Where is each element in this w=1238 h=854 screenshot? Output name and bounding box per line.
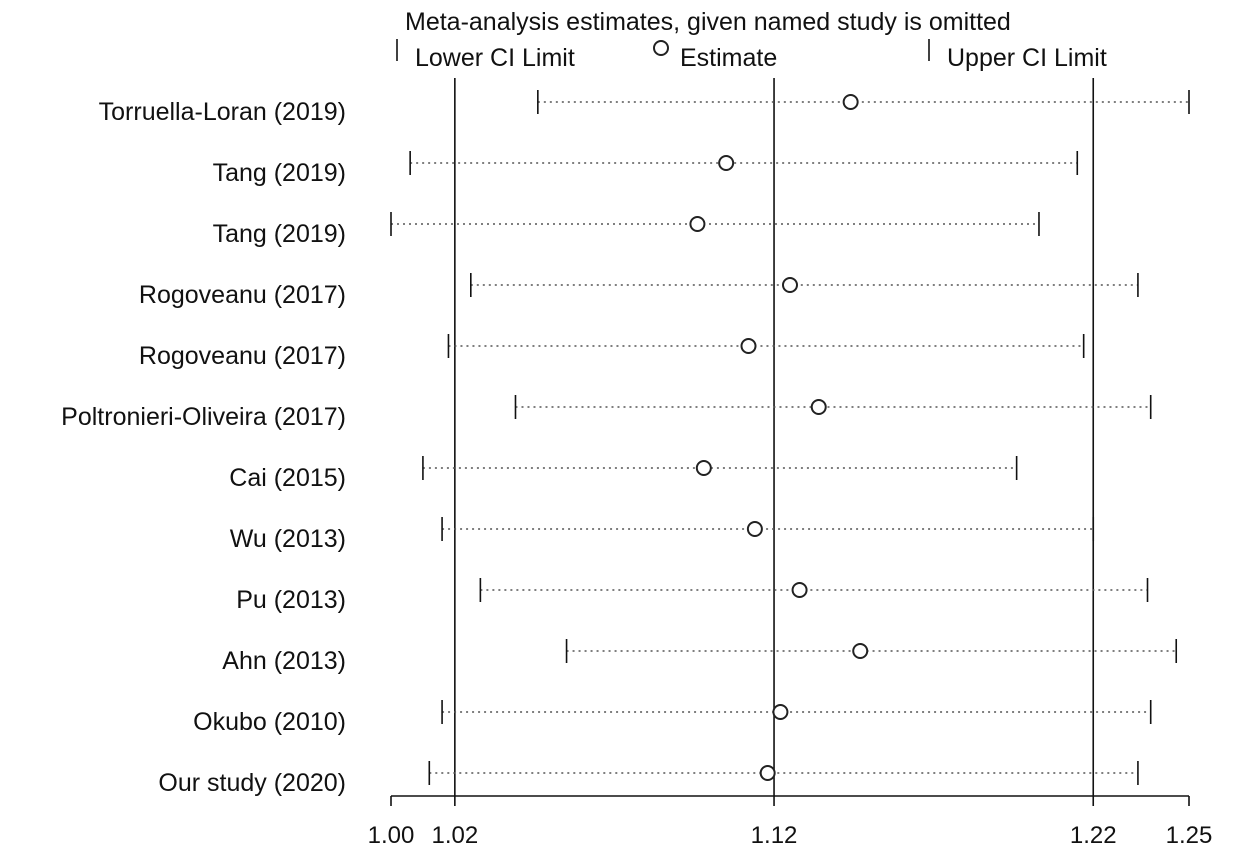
- study-row: Okubo (2010): [193, 700, 1152, 736]
- legend-estimate-label: Estimate: [680, 44, 777, 72]
- study-label: Ahn (2013): [222, 647, 346, 675]
- study-row: Ahn (2013): [222, 639, 1178, 675]
- study-row: Cai (2015): [229, 456, 1018, 492]
- legend-estimate-marker: [653, 40, 669, 56]
- study-row: Pu (2013): [236, 578, 1149, 614]
- study-label: Pu (2013): [236, 586, 346, 614]
- x-axis-ticks: 1.00 1.02 1.12 1.22 1.25: [368, 796, 1213, 849]
- legend-upper-label: Upper CI Limit: [947, 44, 1107, 72]
- estimate-marker: [718, 155, 735, 171]
- study-label: Rogoveanu (2017): [139, 281, 346, 309]
- study-label: Cai (2015): [229, 464, 346, 492]
- study-label: Poltronieri-Oliveira (2017): [61, 403, 346, 431]
- study-label: Our study (2020): [158, 769, 346, 797]
- legend: Lower CI Limit Estimate Upper CI Limit: [396, 39, 1107, 72]
- estimate-marker: [842, 94, 859, 110]
- estimate-marker: [740, 338, 757, 354]
- study-label: Wu (2013): [230, 525, 346, 553]
- study-label: Tang (2019): [213, 159, 346, 187]
- study-row: Our study (2020): [158, 761, 1139, 797]
- x-tick-label: 1.12: [751, 822, 798, 849]
- study-row: Rogoveanu (2017): [139, 334, 1085, 370]
- estimate-marker: [695, 460, 712, 476]
- x-tick-label: 1.25: [1166, 822, 1213, 849]
- estimate-marker: [852, 643, 869, 659]
- study-row: Tang (2019): [213, 212, 1040, 248]
- study-row: Torruella-Loran (2019): [99, 90, 1190, 126]
- study-row: Poltronieri-Oliveira (2017): [61, 395, 1152, 431]
- study-row: Wu (2013): [230, 517, 1095, 553]
- study-row: Rogoveanu (2017): [139, 273, 1139, 309]
- chart-title: Meta-analysis estimates, given named stu…: [405, 8, 1011, 36]
- study-label: Tang (2019): [213, 220, 346, 248]
- estimate-marker: [759, 765, 776, 781]
- estimate-marker: [746, 521, 763, 537]
- study-label: Rogoveanu (2017): [139, 342, 346, 370]
- legend-lower-label: Lower CI Limit: [415, 44, 575, 72]
- estimate-marker: [791, 582, 808, 598]
- x-tick-label: 1.22: [1070, 822, 1117, 849]
- reference-lines: [454, 78, 1095, 796]
- x-tick-label: 1.02: [431, 822, 478, 849]
- estimate-marker: [782, 277, 798, 293]
- study-label: Okubo (2010): [193, 708, 346, 736]
- estimate-marker: [810, 399, 827, 415]
- estimate-marker: [689, 216, 706, 232]
- study-rows: Torruella-Loran (2019) Tang (2019) Tang (2…: [61, 90, 1190, 797]
- x-tick-label: 1.00: [368, 822, 415, 849]
- study-row: Tang (2019): [213, 151, 1079, 187]
- study-label: Torruella-Loran (2019): [99, 98, 346, 126]
- estimate-marker: [772, 704, 789, 720]
